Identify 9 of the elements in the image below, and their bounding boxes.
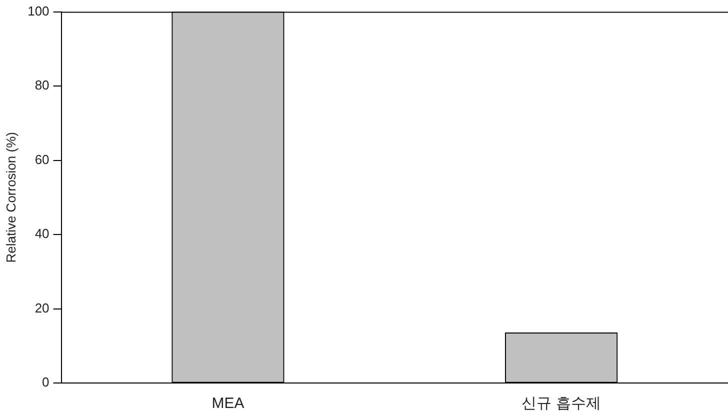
x-tick-label: 신규 흡수제 bbox=[522, 395, 601, 412]
y-tick-label: 40 bbox=[34, 226, 50, 242]
y-tick-label: 100 bbox=[28, 3, 50, 18]
x-tick-label: MEA bbox=[212, 395, 244, 412]
y-tick-label: 60 bbox=[34, 152, 50, 167]
y-tick-label: 80 bbox=[34, 78, 50, 93]
y-tick-label: 20 bbox=[34, 300, 50, 316]
y-axis-title: Relative Corrosion (%) bbox=[3, 132, 18, 263]
y-tick-label: 0 bbox=[42, 374, 50, 390]
